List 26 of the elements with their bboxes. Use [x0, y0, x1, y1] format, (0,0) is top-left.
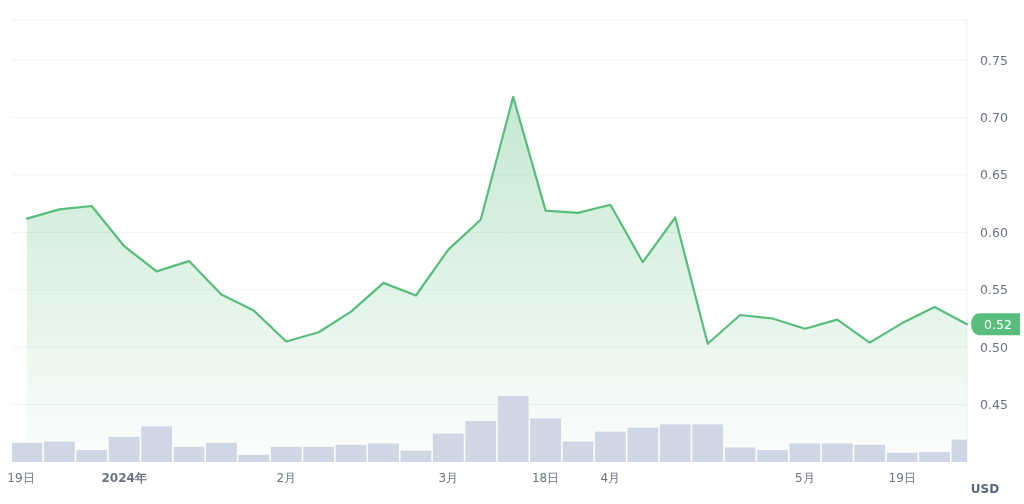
y-tick-label: 0.45: [980, 397, 1008, 413]
bar: [757, 450, 788, 462]
x-tick-label: 2月: [276, 471, 297, 485]
y-tick-label: 0.60: [980, 224, 1008, 240]
y-tick-label: 0.70: [980, 110, 1008, 126]
y-tick-label: 0.75: [980, 52, 1008, 68]
x-tick-label: 19日: [7, 471, 35, 485]
x-tick-label: 5月: [795, 471, 815, 485]
bar: [335, 444, 367, 462]
x-tick-label: 18日: [531, 471, 560, 485]
bar: [173, 446, 205, 462]
x-tick-label: 4月: [600, 471, 621, 485]
bar: [789, 443, 821, 462]
x-tick-label: 19日: [888, 471, 916, 485]
x-tick-label: 2024年: [101, 471, 147, 485]
y-tick-label: 0.65: [980, 167, 1008, 183]
bar: [400, 450, 432, 462]
x-tick-label: 3月: [438, 471, 459, 485]
y-axis-title: USD: [970, 482, 1000, 496]
text: 0.52: [984, 316, 1012, 332]
bar: [368, 443, 399, 462]
bar: [562, 441, 594, 462]
y-tick-label: 0.50: [980, 339, 1008, 355]
bar: [724, 447, 756, 462]
y-tick-label: 0.55: [980, 282, 1008, 298]
bar: [12, 442, 43, 462]
